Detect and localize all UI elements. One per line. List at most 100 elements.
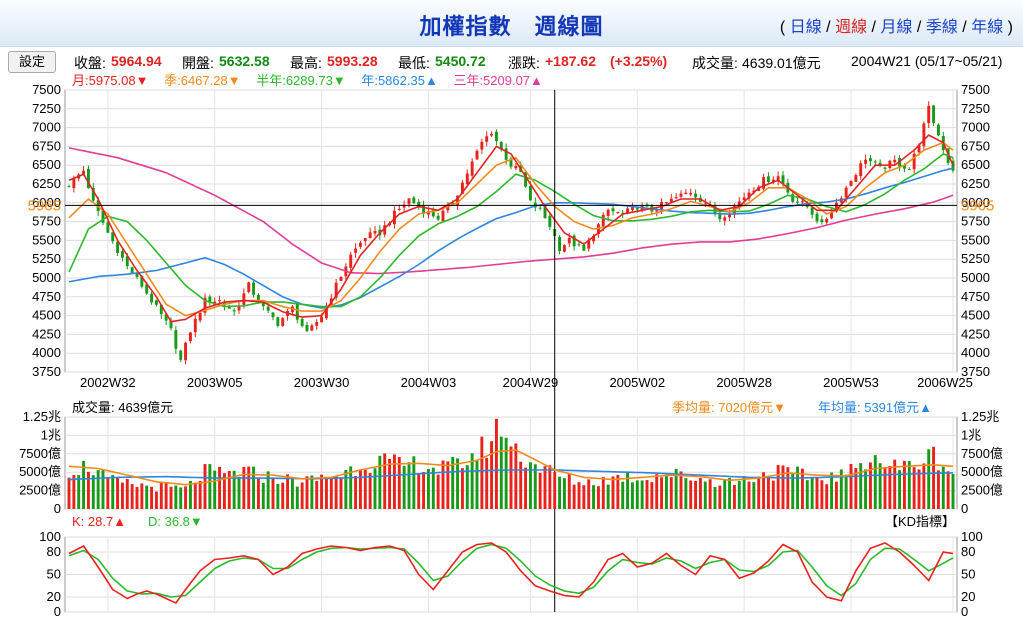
period-link-quarterly[interactable]: 季線 xyxy=(925,19,958,36)
price-tick-label-left: 4000 xyxy=(32,345,61,360)
period-link-weekly[interactable]: 週線 xyxy=(835,19,868,36)
arrow-up-icon: ▲ xyxy=(530,73,543,88)
candle-body xyxy=(582,244,586,251)
volume-quarter-avg-line xyxy=(68,449,954,486)
volume-tick-label-right: 1兆 xyxy=(961,427,981,442)
candle-body xyxy=(694,193,698,198)
candle-body xyxy=(247,282,251,292)
legend-three-year-ma-value: 三年:5209.07 xyxy=(453,73,531,88)
candle-body xyxy=(72,177,76,189)
volume-bar xyxy=(213,470,217,509)
volume-bar xyxy=(111,475,115,509)
volume-bar xyxy=(140,483,144,509)
volume-bar xyxy=(256,478,260,509)
candle-body xyxy=(606,209,610,216)
legend-half-year-ma: 半年:6289.73▼ xyxy=(256,73,345,88)
period-link-monthly[interactable]: 月線 xyxy=(880,19,913,36)
arrow-up-icon: ▲ xyxy=(424,73,438,88)
volume-bar xyxy=(460,468,464,509)
volume-bar xyxy=(800,468,804,509)
period-link-yearly[interactable]: 年線 xyxy=(971,19,1004,36)
candle-body xyxy=(868,158,872,162)
candle-body xyxy=(766,176,770,182)
price-tick-label-right: 4500 xyxy=(961,308,990,323)
volume-bar xyxy=(451,456,455,509)
candle-body xyxy=(548,216,552,227)
price-tick-label-left: 5500 xyxy=(32,232,61,247)
candle-body xyxy=(276,317,280,326)
volume-bar xyxy=(917,469,921,509)
volume-bar xyxy=(728,477,732,509)
candle-body xyxy=(601,214,605,227)
price-tick-label-right: 3750 xyxy=(961,364,990,379)
candle-body xyxy=(762,177,766,189)
kd-tick-label-right: 50 xyxy=(961,567,975,582)
candle-body xyxy=(723,217,727,221)
volume-bar xyxy=(383,453,387,509)
volume-bar xyxy=(582,485,586,509)
volume-tick-label-right: 0 xyxy=(961,501,968,516)
candle-body xyxy=(718,212,722,220)
ma-month-line xyxy=(68,134,954,323)
candle-body xyxy=(188,332,192,342)
candle-body xyxy=(679,193,683,197)
legend-year-ma-value: 年:5862.35 xyxy=(361,73,425,88)
volume-bar xyxy=(456,458,460,509)
volume-bar xyxy=(825,484,829,509)
volume-tick-label-left: 2500億 xyxy=(19,483,61,498)
volume-tick-label-right: 2500億 xyxy=(961,483,1003,498)
candle-body xyxy=(256,295,260,303)
volume-bar xyxy=(310,475,314,509)
x-tick-label: 2004W29 xyxy=(503,375,559,390)
volume-bar xyxy=(159,483,163,509)
volume-bar xyxy=(791,472,795,509)
price-tick-label-left: 4750 xyxy=(32,289,61,304)
volume-bar xyxy=(281,482,285,509)
candle-body xyxy=(684,192,688,195)
price-tick-label-left: 6250 xyxy=(32,176,61,191)
volume-bar xyxy=(621,481,625,509)
candle-body xyxy=(728,213,732,218)
candle-body xyxy=(893,159,897,163)
volume-bar xyxy=(694,480,698,509)
volume-value: 4639.01億元 xyxy=(742,55,821,71)
candle-body xyxy=(300,318,304,327)
settings-button[interactable]: 設定 xyxy=(8,51,56,73)
kd-d-line xyxy=(68,543,954,598)
volume-bar xyxy=(951,473,955,509)
kd-tick-label-right: 80 xyxy=(961,544,975,559)
candle-body xyxy=(504,148,508,160)
candle-body xyxy=(713,206,717,214)
candle-body xyxy=(135,272,139,277)
x-tick-label: 2005W28 xyxy=(716,375,772,390)
candle-body xyxy=(927,105,931,124)
volume-bar xyxy=(315,481,319,509)
period-range: 2004W21 (05/17~05/21) xyxy=(851,53,1003,69)
volume-bar xyxy=(77,475,81,509)
kd-tick-label-left: 80 xyxy=(47,544,61,559)
candle-body xyxy=(669,198,673,202)
volume-tick-label-left: 1兆 xyxy=(41,427,61,442)
volume-bar xyxy=(898,470,902,509)
period-link-daily[interactable]: 日線 xyxy=(789,19,822,36)
volume-bar xyxy=(859,463,863,509)
price-marker-left: 5965 xyxy=(28,197,61,214)
volume-bar xyxy=(72,475,76,509)
volume-bar xyxy=(295,486,299,509)
candle-body xyxy=(703,203,707,205)
candle-body xyxy=(490,133,494,136)
volume-bar xyxy=(174,485,178,509)
volume-bar xyxy=(703,481,707,509)
candle-body xyxy=(655,210,659,212)
volume-tick-label-right: 5000億 xyxy=(961,464,1003,479)
change-label: 漲跌: xyxy=(508,55,540,71)
candle-body xyxy=(436,215,440,220)
kd-k-line xyxy=(68,542,954,604)
candle-body xyxy=(125,256,129,266)
volume-bar xyxy=(679,471,683,509)
kd-d-label: D: 36.8▼ xyxy=(148,514,203,529)
candle-body xyxy=(339,276,343,281)
legend-quarter-ma-value: 季:6467.28 xyxy=(164,73,228,88)
volume-bar xyxy=(592,485,596,509)
